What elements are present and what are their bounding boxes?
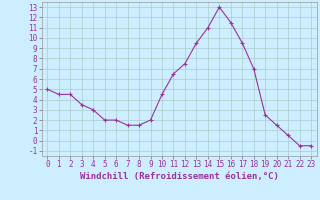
X-axis label: Windchill (Refroidissement éolien,°C): Windchill (Refroidissement éolien,°C) <box>80 172 279 181</box>
